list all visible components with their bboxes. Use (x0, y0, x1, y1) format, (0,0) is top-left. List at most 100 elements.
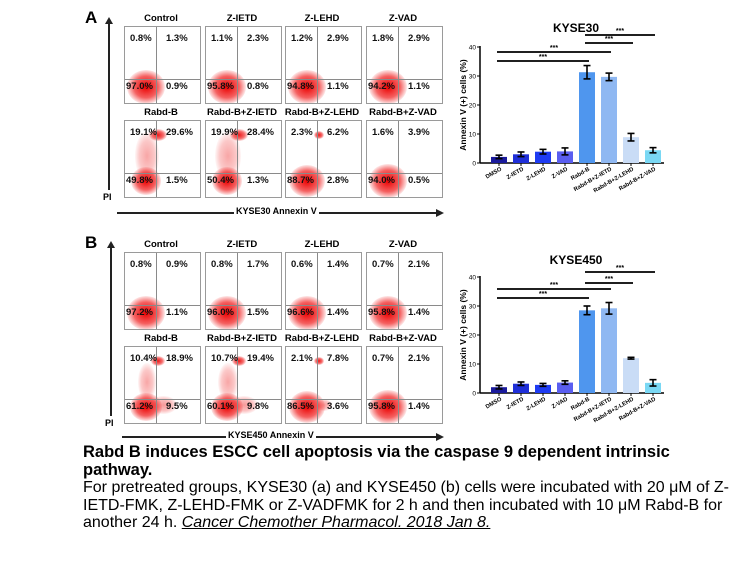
flow-plot-title: Z-LEHD (304, 239, 340, 250)
quadrant-divider-horizontal (286, 305, 361, 306)
early-scatter-cluster (134, 132, 160, 180)
caption-text: For pretreated groups, KYSE30 (a) and KY… (83, 479, 729, 531)
live-cell-cluster (288, 70, 326, 103)
quadrant-upper-left-value: 2.1% (291, 353, 313, 364)
quadrant-divider-horizontal (125, 79, 200, 80)
quadrant-divider-horizontal (367, 79, 442, 80)
pi-label-b: PI (105, 418, 114, 428)
flow-plot (205, 346, 282, 424)
quadrant-lower-right-value: 1.5% (166, 175, 188, 186)
flow-plot (124, 26, 201, 104)
pi-axis-b (107, 241, 115, 416)
quadrant-lower-left-value: 95.8% (368, 401, 395, 412)
bar (513, 154, 529, 163)
flow-plot-title: Control (144, 239, 178, 250)
y-tick-label: 40 (469, 275, 477, 282)
quadrant-lower-left-value: 95.8% (207, 81, 234, 92)
bar (491, 156, 507, 163)
figure-caption: Rabd B induces ESCC cell apoptosis via t… (83, 443, 743, 532)
significance-label: *** (605, 36, 613, 43)
flow-plot (205, 26, 282, 104)
quadrant-divider-horizontal (125, 173, 200, 174)
x-tick-label: DMSO (485, 396, 503, 410)
flow-plot-title: Rabd-B+Z-VAD (369, 107, 437, 118)
flow-plot (366, 252, 443, 330)
quadrant-upper-left-value: 1.2% (291, 33, 313, 44)
x-tick-label: DMSO (485, 166, 503, 180)
quadrant-divider-horizontal (206, 399, 281, 400)
flow-plot-title: Rabd-B+Z-LEHD (284, 107, 360, 118)
quadrant-divider-vertical (156, 253, 157, 329)
quadrant-divider-vertical (237, 121, 238, 197)
late-apoptotic-cluster (230, 129, 248, 141)
bar (579, 72, 595, 163)
quadrant-lower-left-value: 49.8% (126, 175, 153, 186)
quadrant-divider-vertical (398, 121, 399, 197)
quadrant-upper-right-value: 1.4% (327, 259, 349, 270)
quadrant-lower-right-value: 0.8% (247, 81, 269, 92)
quadrant-lower-right-value: 3.6% (327, 401, 349, 412)
quadrant-upper-right-value: 28.4% (247, 127, 274, 138)
quadrant-upper-left-value: 2.3% (291, 127, 313, 138)
y-tick-label: 20 (469, 333, 477, 340)
bar (645, 150, 661, 163)
quadrant-upper-left-value: 1.8% (372, 33, 394, 44)
live-cell-cluster (369, 70, 407, 103)
quadrant-upper-right-value: 6.2% (327, 127, 349, 138)
quadrant-divider-horizontal (286, 399, 361, 400)
late-apoptotic-cluster (313, 357, 325, 365)
quadrant-lower-right-value: 1.1% (166, 307, 188, 318)
quadrant-divider-vertical (237, 27, 238, 103)
flow-plot-title: Control (144, 13, 178, 24)
flow-plot (285, 252, 362, 330)
quadrant-lower-left-value: 94.0% (368, 175, 395, 186)
flow-plot (366, 26, 443, 104)
quadrant-lower-left-value: 97.0% (126, 81, 153, 92)
x-tick-label: Z-VAD (551, 167, 569, 181)
quadrant-upper-left-value: 10.7% (211, 353, 238, 364)
quadrant-upper-left-value: 1.1% (211, 33, 233, 44)
live-cell-cluster (288, 164, 326, 197)
early-apoptotic-cluster (316, 399, 332, 411)
quadrant-lower-left-value: 50.4% (207, 175, 234, 186)
flow-plot-title: Z-LEHD (304, 13, 340, 24)
flow-plot (205, 252, 282, 330)
late-apoptotic-cluster (231, 356, 247, 366)
quadrant-lower-left-value: 60.1% (207, 401, 234, 412)
quadrant-upper-left-value: 0.7% (372, 353, 394, 364)
caption-title: Rabd B induces ESCC cell apoptosis via t… (83, 443, 670, 479)
bar (623, 137, 639, 163)
y-tick-label: 0 (472, 161, 476, 168)
quadrant-lower-right-value: 1.4% (327, 307, 349, 318)
significance-label: *** (605, 276, 613, 283)
live-cell-cluster (369, 296, 407, 329)
quadrant-divider-horizontal (367, 173, 442, 174)
y-axis-label: Annexin V (+) cells (%) (458, 289, 468, 381)
panel-label-b: B (85, 233, 98, 252)
panel-label-a: A (85, 8, 98, 27)
x-tick-label: Z-LEHD (526, 397, 547, 413)
x-axis-arrow-a (436, 209, 444, 217)
bar (535, 384, 551, 393)
y-tick-label: 30 (469, 74, 477, 81)
quadrant-lower-left-value: 94.8% (287, 81, 314, 92)
flow-plot (366, 120, 443, 198)
x-tick-label: Z-VAD (551, 397, 569, 411)
y-tick-label: 10 (469, 132, 477, 139)
quadrant-lower-right-value: 9.5% (166, 401, 188, 412)
quadrant-divider-vertical (317, 253, 318, 329)
quadrant-upper-right-value: 0.9% (166, 259, 188, 270)
quadrant-upper-left-value: 10.4% (130, 353, 157, 364)
quadrant-upper-right-value: 2.3% (247, 33, 269, 44)
early-scatter-cluster (215, 132, 241, 180)
flow-plot (124, 346, 201, 424)
chart-title: KYSE450 (550, 253, 603, 267)
early-scatter-cluster (218, 362, 238, 402)
quadrant-lower-right-value: 1.5% (247, 307, 269, 318)
quadrant-upper-right-value: 1.7% (247, 259, 269, 270)
caption-citation-link[interactable]: Cancer Chemother Pharmacol. 2018 Jan 8. (181, 514, 491, 531)
quadrant-divider-horizontal (286, 173, 361, 174)
significance-label: *** (539, 291, 547, 298)
quadrant-upper-left-value: 0.8% (130, 259, 152, 270)
